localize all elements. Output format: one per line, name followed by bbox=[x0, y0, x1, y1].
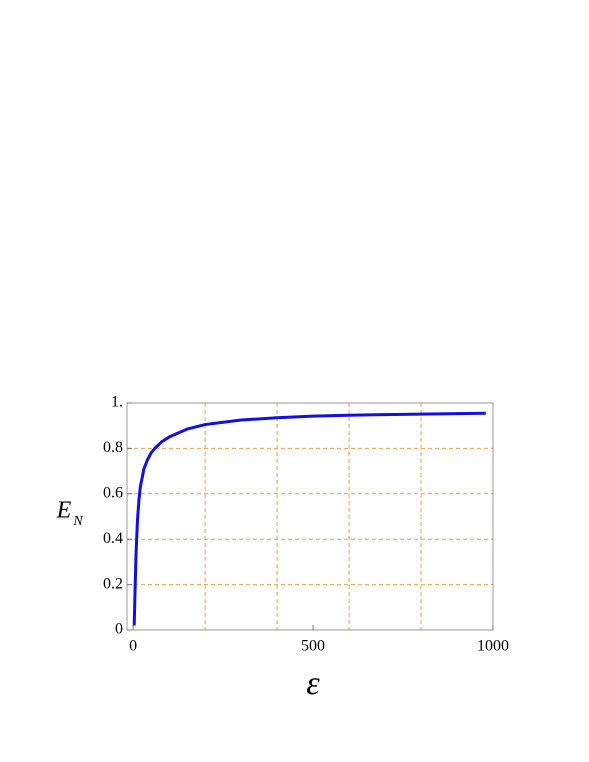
x-tick-label: 1000 bbox=[477, 638, 509, 655]
y-axis-label: E bbox=[56, 498, 72, 524]
plot-frame bbox=[126, 402, 494, 631]
y-tick-label: 0.2 bbox=[103, 575, 123, 592]
x-tick-label: 0 bbox=[129, 638, 137, 655]
y-tick-label: 0.8 bbox=[103, 439, 123, 456]
y-tick-label: 0 bbox=[115, 621, 123, 638]
data-line bbox=[132, 411, 486, 626]
y-tick-label: 0.6 bbox=[103, 484, 123, 501]
y-axis-label-subscript: N bbox=[72, 514, 83, 529]
y-tick-label: 0.4 bbox=[103, 530, 123, 547]
x-tick-label: 500 bbox=[301, 638, 325, 655]
x-axis-label: ε bbox=[306, 665, 320, 702]
y-tick-label: 1. bbox=[111, 394, 123, 411]
